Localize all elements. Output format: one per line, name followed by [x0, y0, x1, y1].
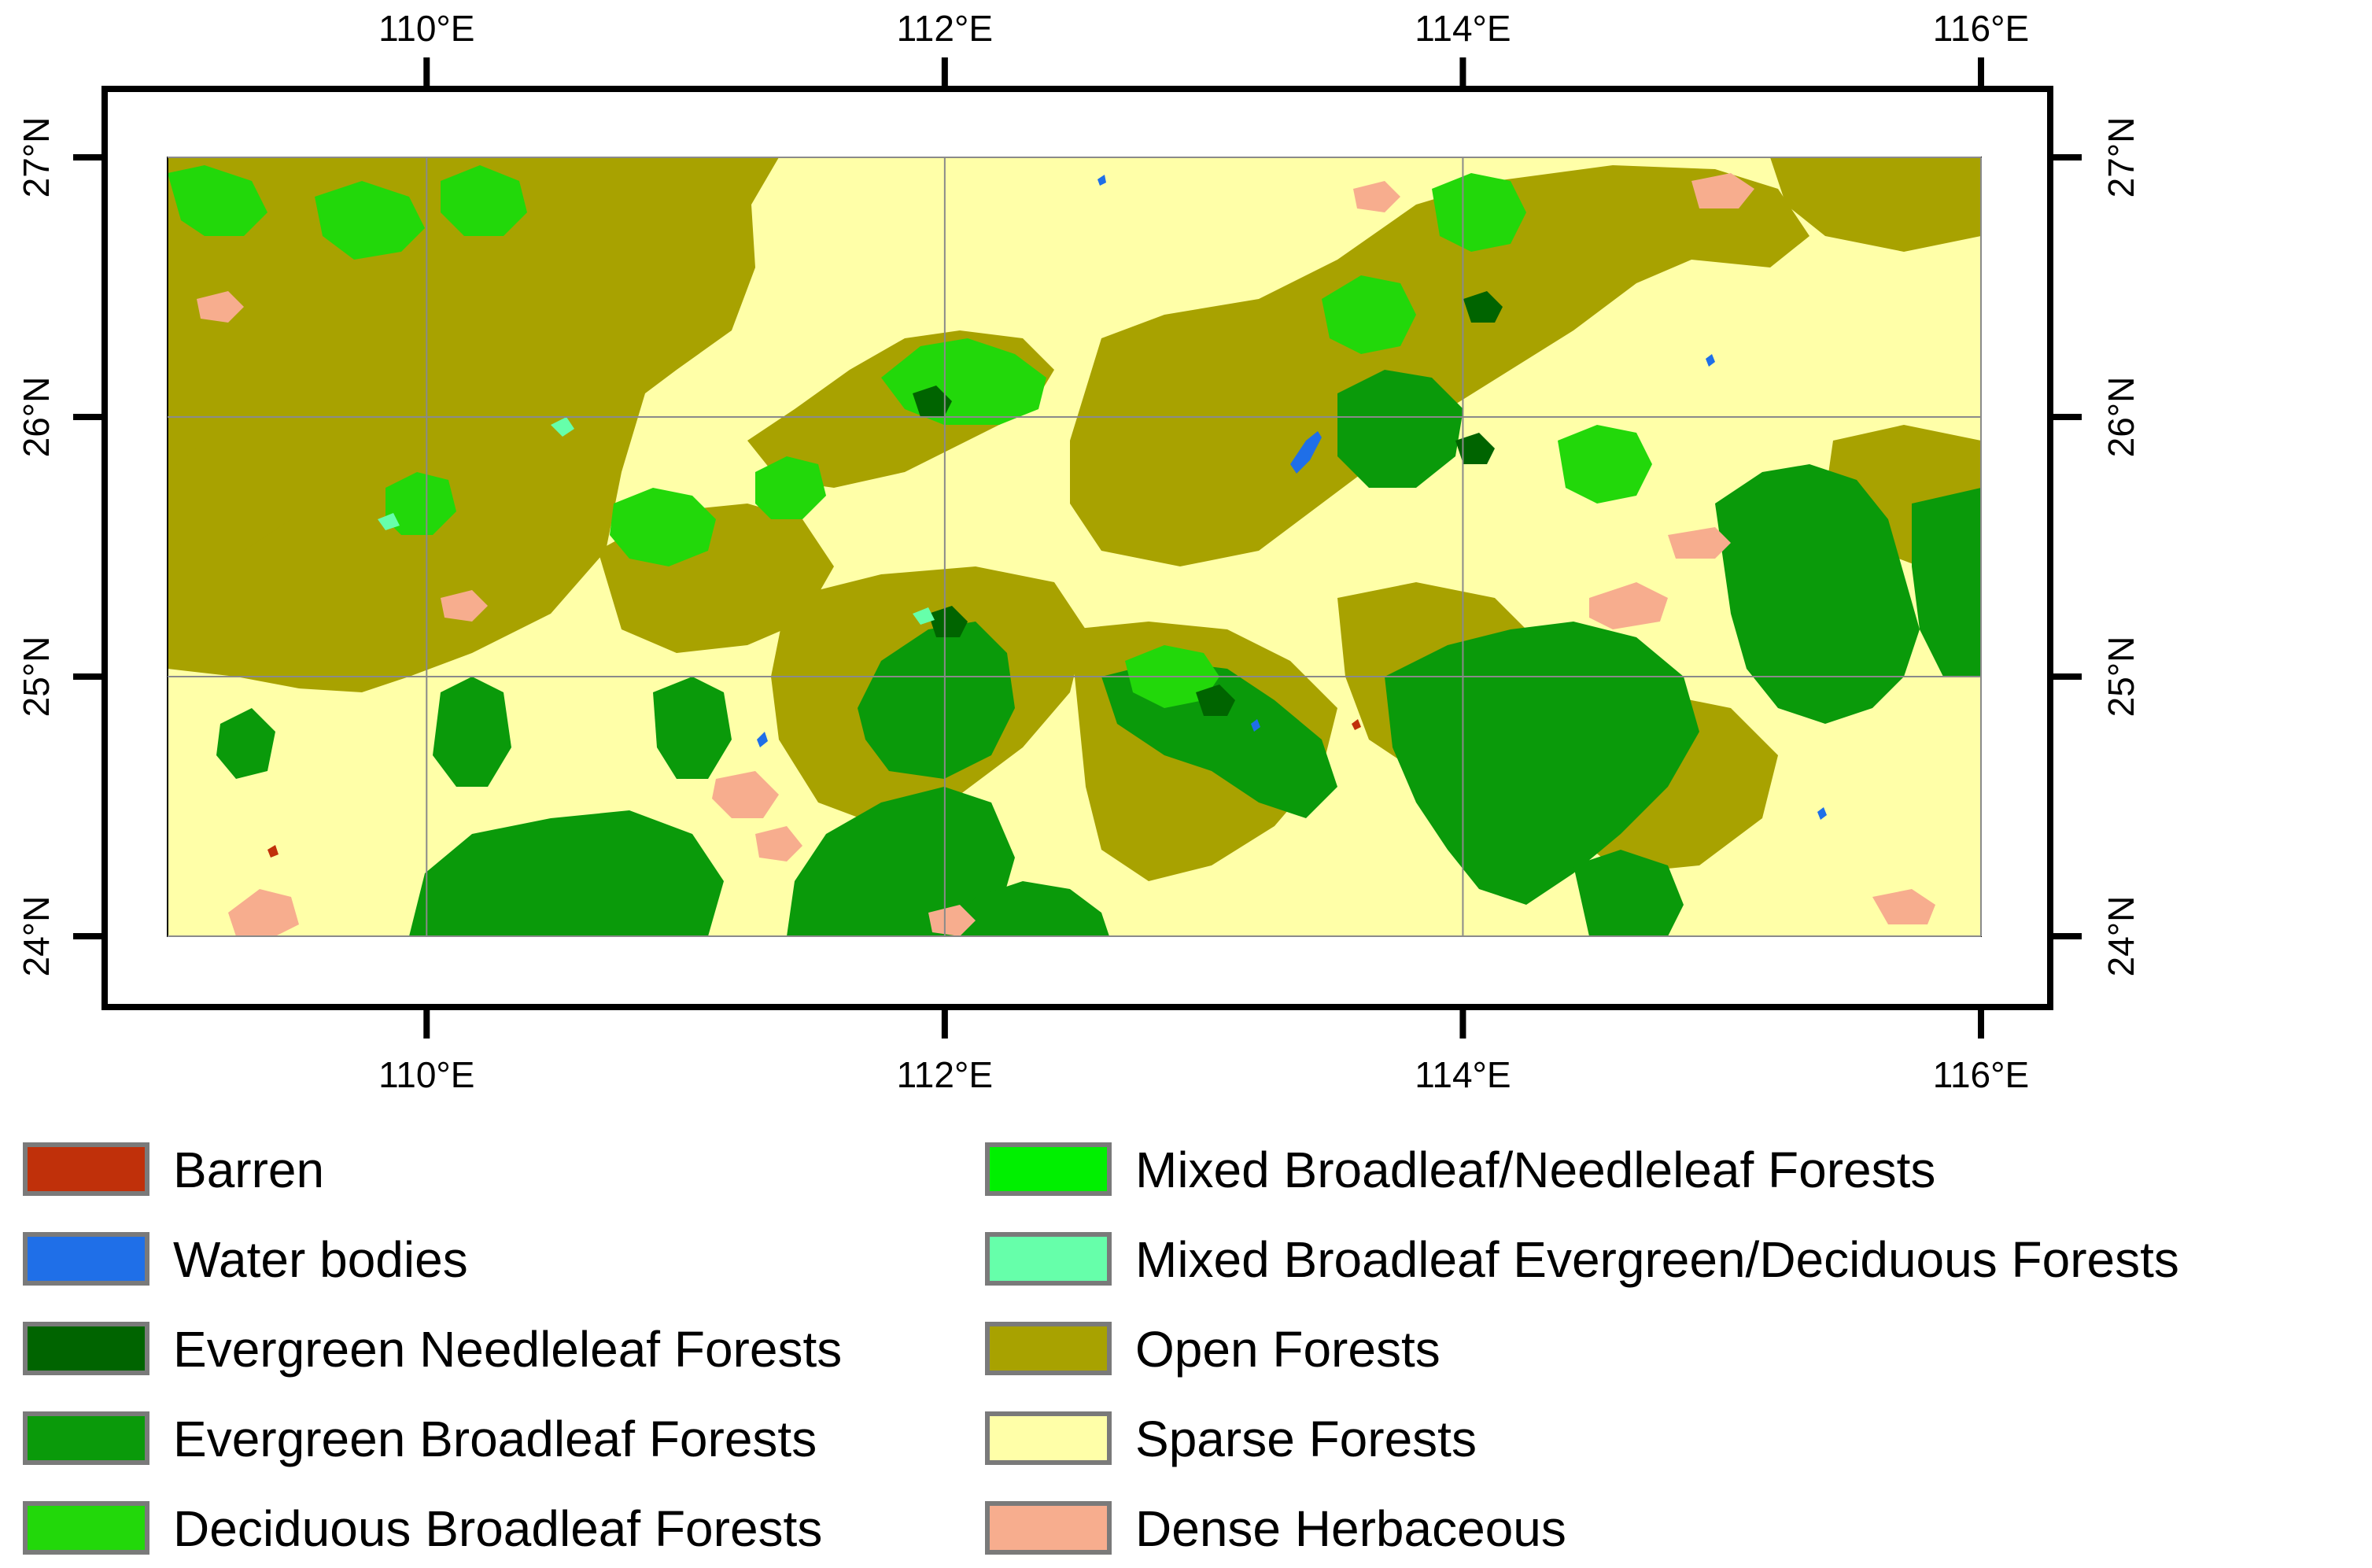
land-cover-map [168, 157, 1981, 936]
legend-item-evergreen-broadleaf: Evergreen Broadleaf Forests [23, 1411, 817, 1467]
top-lon-label: 110°E [378, 8, 474, 49]
legend-item-open-forests: Open Forests [985, 1321, 1441, 1378]
legend-label: Evergreen Needleleaf Forests [173, 1321, 842, 1378]
left-lat-label: 26°N [16, 377, 57, 458]
graticule [168, 157, 1982, 937]
legend-item-mixed-broadleaf-evergreen-deciduous: Mixed Broadleaf Evergreen/Deciduous Fore… [985, 1231, 2179, 1288]
legend-label: Open Forests [1135, 1321, 1441, 1378]
legend-label: Mixed Broadleaf/Needleleaf Forests [1135, 1142, 1935, 1198]
bottom-lon-label: 114°E [1415, 1054, 1511, 1095]
legend-swatch [23, 1322, 149, 1375]
legend-label: Barren [173, 1142, 324, 1198]
map-frame [101, 86, 2053, 1010]
left-lat-label: 24°N [16, 896, 57, 977]
legend-swatch [985, 1411, 1112, 1465]
legend-item-water-bodies: Water bodies [23, 1231, 468, 1288]
evergreen-needleleaf-forests-regions [913, 291, 1503, 716]
legend-swatch [23, 1411, 149, 1465]
legend: Barren Water bodies Evergreen Needleleaf F… [23, 1142, 2179, 1557]
legend-swatch [985, 1322, 1112, 1375]
legend-item-sparse-forests: Sparse Forests [985, 1411, 1477, 1467]
bottom-lon-label: 116°E [1933, 1054, 2029, 1095]
water-bodies-regions [757, 175, 1827, 820]
legend-item-dense-herbaceous: Dense Herbaceous [985, 1500, 1566, 1557]
right-lat-label: 24°N [2101, 896, 2141, 977]
legend-swatch [23, 1142, 149, 1196]
legend-swatch [985, 1142, 1112, 1196]
top-lon-label: 112°E [897, 8, 993, 49]
bottom-lon-label: 110°E [378, 1054, 474, 1095]
coordinate-ticks: 110°E 110°E 112°E 112°E 114°E 114°E 116°E 116°E… [16, 8, 2141, 1095]
top-lon-label: 116°E [1933, 8, 2029, 49]
legend-label: Sparse Forests [1135, 1411, 1477, 1467]
left-lat-label: 25°N [16, 636, 57, 718]
legend-item-evergreen-needleleaf: Evergreen Needleleaf Forests [23, 1321, 842, 1378]
barren-regions [267, 719, 1361, 858]
top-lon-label: 114°E [1415, 8, 1511, 49]
legend-swatch [985, 1501, 1112, 1555]
right-lat-label: 27°N [2101, 117, 2141, 198]
legend-swatch [985, 1232, 1112, 1286]
legend-swatch [23, 1232, 149, 1286]
left-lat-label: 27°N [16, 117, 57, 198]
legend-item-barren: Barren [23, 1142, 324, 1198]
legend-label: Deciduous Broadleaf Forests [173, 1500, 822, 1557]
legend-label: Dense Herbaceous [1135, 1500, 1566, 1557]
legend-item-mixed-broadleaf-needleleaf: Mixed Broadleaf/Needleleaf Forests [985, 1142, 1935, 1198]
right-lat-label: 25°N [2101, 636, 2141, 718]
right-lat-label: 26°N [2101, 377, 2141, 458]
dense-herbaceous-regions [197, 173, 1935, 936]
bottom-lon-label: 112°E [897, 1054, 993, 1095]
legend-swatch [23, 1501, 149, 1555]
legend-label: Water bodies [173, 1231, 468, 1288]
mixed-evergreen-deciduous-regions [378, 417, 935, 625]
legend-label: Evergreen Broadleaf Forests [173, 1411, 817, 1467]
legend-item-deciduous-broadleaf: Deciduous Broadleaf Forests [23, 1500, 822, 1557]
legend-label: Mixed Broadleaf Evergreen/Deciduous Fore… [1135, 1231, 2179, 1288]
